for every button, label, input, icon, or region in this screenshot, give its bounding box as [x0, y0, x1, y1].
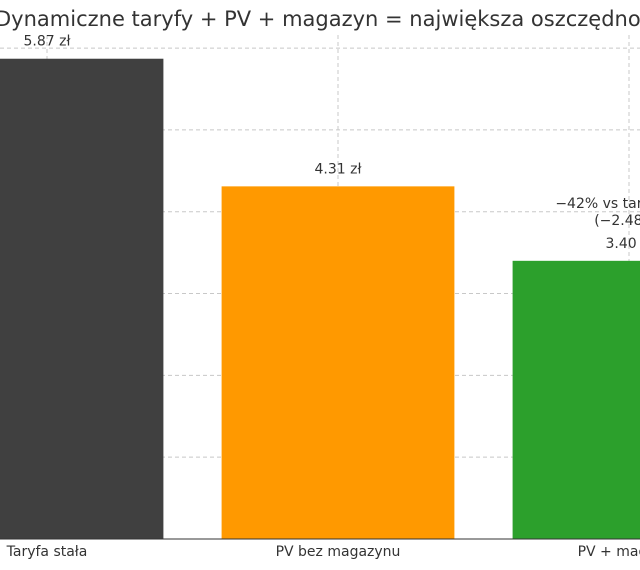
- value-label: 3.40 zł: [606, 236, 640, 252]
- bar: [221, 186, 455, 539]
- value-label: 5.87 zł: [24, 34, 71, 50]
- bar: [512, 260, 640, 539]
- annotation: (−2.48 zł): [594, 213, 640, 229]
- value-label: 4.31 zł: [315, 161, 362, 177]
- x-tick-label: PV + magazyn: [578, 544, 640, 560]
- chart-title: Dynamiczne taryfy + PV + magazyn = najwi…: [0, 7, 640, 31]
- annotation: −42% vs taryfa stała: [555, 196, 640, 212]
- x-tick-label: Taryfa stała: [6, 544, 88, 560]
- x-tick-label: PV bez magazynu: [276, 544, 401, 560]
- bar: [0, 58, 164, 540]
